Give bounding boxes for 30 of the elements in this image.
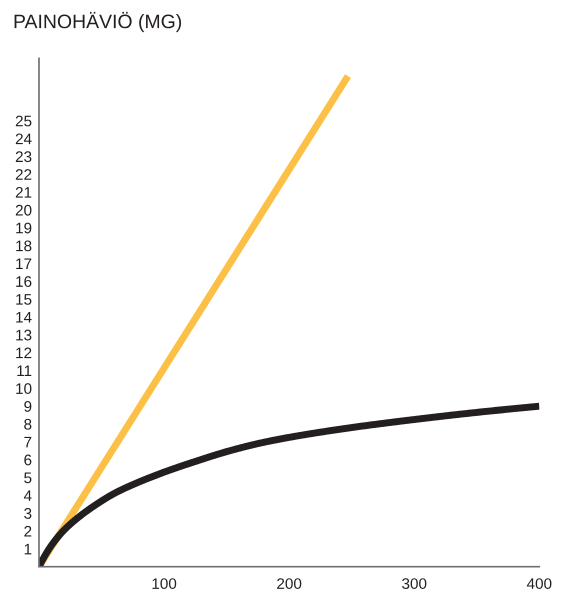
y-tick-label: 20: [16, 204, 32, 216]
y-tick-label: 5: [24, 472, 32, 484]
y-tick-label: 1: [24, 544, 32, 554]
y-tick-label: 23: [16, 151, 32, 162]
y-axis-title: PAINOHÄVIÖ (MG): [14, 12, 182, 32]
y-tick-label: 21: [16, 186, 32, 198]
y-tick-label: 22: [16, 169, 32, 180]
y-tick-label: 8: [24, 418, 32, 430]
y-tick-label: 4: [24, 490, 32, 501]
x-tick-label: 400: [526, 578, 552, 590]
y-tick-label: 13: [16, 330, 32, 340]
y-tick-label: 11: [17, 366, 32, 376]
y-tick-label: 15: [16, 294, 32, 305]
y-tick-label: 19: [16, 222, 32, 234]
y-tick-label: 24: [16, 133, 32, 144]
y-tick-label: 9: [24, 401, 32, 412]
y-tick-label: 10: [16, 383, 32, 394]
y-tick-label: 16: [16, 276, 32, 287]
y-tick-label: 25: [16, 116, 32, 126]
x-tick-label: 200: [277, 578, 302, 590]
x-tick-label: 300: [402, 578, 426, 590]
y-tick-label: 18: [16, 240, 32, 252]
y-tick-label: 7: [24, 436, 32, 448]
y-tick-label: 14: [16, 312, 32, 322]
y-tick-label: 2: [24, 526, 32, 537]
y-tick-label: 12: [16, 348, 32, 358]
y-tick-label: 17: [16, 258, 32, 269]
y-tick-label: 3: [24, 508, 32, 519]
x-tick-label: 100: [152, 578, 176, 590]
y-tick-label: 6: [24, 454, 32, 466]
